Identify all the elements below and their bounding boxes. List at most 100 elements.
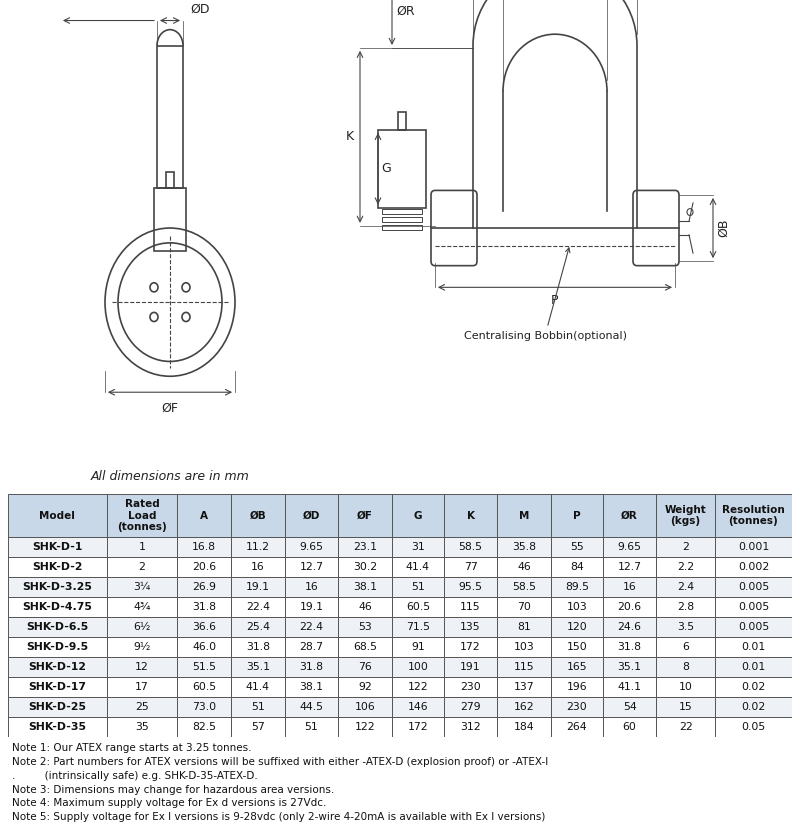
Text: 8: 8 (682, 662, 689, 672)
Text: 22.4: 22.4 (299, 622, 323, 632)
Bar (444, 494, 498, 537)
Bar (178, 718, 231, 737)
Bar (498, 718, 551, 737)
Text: Resolution
(tonnes): Resolution (tonnes) (722, 505, 785, 527)
Text: 122: 122 (355, 723, 375, 733)
Text: 19.1: 19.1 (299, 602, 323, 612)
Text: 19.1: 19.1 (246, 582, 270, 592)
Bar (551, 557, 603, 577)
Text: 46: 46 (358, 602, 372, 612)
Text: 6: 6 (682, 642, 689, 653)
Bar (8, 577, 107, 597)
Text: 23.1: 23.1 (353, 542, 377, 552)
Text: SHK-D-3.25: SHK-D-3.25 (22, 582, 92, 592)
Text: 0.001: 0.001 (738, 542, 769, 552)
Text: 31: 31 (411, 542, 425, 552)
Bar (231, 697, 285, 718)
Bar (107, 597, 178, 617)
Bar (338, 637, 392, 658)
Bar (715, 617, 792, 637)
Text: 150: 150 (566, 642, 587, 653)
Text: 89.5: 89.5 (565, 582, 589, 592)
Text: Note 5: Supply voltage for Ex I versions is 9-28vdc (only 2-wire 4-20mA is avail: Note 5: Supply voltage for Ex I versions… (12, 812, 546, 822)
Text: 82.5: 82.5 (192, 723, 216, 733)
Text: 70: 70 (518, 602, 531, 612)
Bar (444, 697, 498, 718)
Text: 20.6: 20.6 (618, 602, 642, 612)
Text: 76: 76 (358, 662, 372, 672)
Bar (107, 718, 178, 737)
Text: 100: 100 (407, 662, 428, 672)
Text: Rated
Load
(tonnes): Rated Load (tonnes) (118, 499, 167, 532)
Bar (392, 494, 444, 537)
Bar (178, 658, 231, 677)
Text: Centralising Bobbin(optional): Centralising Bobbin(optional) (463, 248, 626, 340)
Text: 16: 16 (622, 582, 637, 592)
Bar (715, 637, 792, 658)
Text: 41.1: 41.1 (618, 682, 642, 692)
Text: 0.05: 0.05 (742, 723, 766, 733)
Bar (338, 617, 392, 637)
Text: 312: 312 (460, 723, 481, 733)
Bar (444, 677, 498, 697)
Bar (107, 637, 178, 658)
Bar (603, 658, 657, 677)
Text: P: P (573, 511, 581, 521)
Bar (338, 658, 392, 677)
Bar (285, 677, 338, 697)
Bar (657, 697, 715, 718)
Bar (392, 537, 444, 557)
Bar (231, 537, 285, 557)
Text: 84: 84 (570, 562, 584, 572)
Text: SHK-D-35: SHK-D-35 (29, 723, 86, 733)
Bar (603, 718, 657, 737)
Bar (551, 637, 603, 658)
Bar (551, 597, 603, 617)
Text: 11.2: 11.2 (246, 542, 270, 552)
Text: 81: 81 (518, 622, 531, 632)
Bar (178, 494, 231, 537)
Bar (498, 697, 551, 718)
Bar (285, 537, 338, 557)
Bar (178, 617, 231, 637)
Text: 1: 1 (138, 542, 146, 552)
Text: 137: 137 (514, 682, 534, 692)
Text: 60.5: 60.5 (192, 682, 216, 692)
Text: 115: 115 (460, 602, 481, 612)
Bar (8, 658, 107, 677)
Bar (603, 557, 657, 577)
Text: 2: 2 (682, 542, 689, 552)
Bar (338, 597, 392, 617)
Text: ØF: ØF (162, 401, 178, 414)
Text: 58.5: 58.5 (458, 542, 482, 552)
Text: SHK-D-25: SHK-D-25 (29, 702, 86, 713)
Bar (392, 637, 444, 658)
Text: Note 1: Our ATEX range starts at 3.25 tonnes.: Note 1: Our ATEX range starts at 3.25 to… (12, 743, 251, 753)
Text: 120: 120 (566, 622, 587, 632)
Text: 92: 92 (358, 682, 372, 692)
Text: 60.5: 60.5 (406, 602, 430, 612)
Bar (107, 617, 178, 637)
Text: 9.65: 9.65 (618, 542, 642, 552)
Bar (338, 537, 392, 557)
Text: 0.01: 0.01 (742, 662, 766, 672)
Bar (551, 718, 603, 737)
Bar (715, 697, 792, 718)
Text: ØF: ØF (358, 511, 373, 521)
Text: 184: 184 (514, 723, 534, 733)
Bar (498, 494, 551, 537)
Text: ØB: ØB (250, 511, 266, 521)
Text: 30.2: 30.2 (353, 562, 378, 572)
Text: SHK-D-6.5: SHK-D-6.5 (26, 622, 89, 632)
Bar (178, 677, 231, 697)
Text: 162: 162 (514, 702, 534, 713)
Text: ØR: ØR (396, 5, 414, 18)
Text: SHK-D-2: SHK-D-2 (32, 562, 82, 572)
Text: 12.7: 12.7 (618, 562, 642, 572)
Bar (603, 577, 657, 597)
Text: Weight
(kgs): Weight (kgs) (665, 505, 706, 527)
Bar (444, 537, 498, 557)
Text: 31.8: 31.8 (299, 662, 323, 672)
Text: SHK-D-9.5: SHK-D-9.5 (26, 642, 89, 653)
Text: 36.6: 36.6 (192, 622, 216, 632)
